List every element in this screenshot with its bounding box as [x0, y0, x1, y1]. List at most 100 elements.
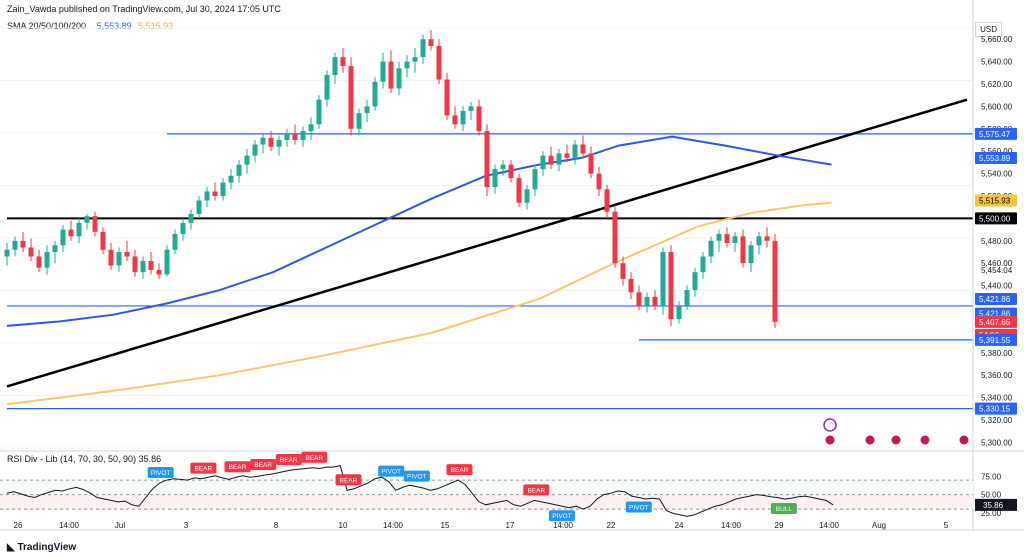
price-tick-label: 5,454.04: [981, 266, 1013, 275]
signal-label: BEAR: [451, 467, 469, 474]
candle-body: [500, 164, 506, 170]
horizontal-levels: [6, 98, 973, 410]
candle-body: [484, 131, 490, 188]
price-badge-label: 5,407.65: [979, 318, 1011, 327]
candle-body: [564, 153, 570, 158]
price-tick-label: 5,560.00: [981, 147, 1013, 156]
price-badges: 5,575.47 5,553.89 5,515.93 5,500.00 5,421.86…: [975, 127, 1017, 415]
candle-body: [164, 249, 170, 275]
time-tick-label: 26: [14, 521, 23, 530]
price-badge: [975, 402, 1017, 415]
candle-body: [604, 189, 610, 212]
price-badge-label: 5,575.47: [979, 130, 1011, 139]
signal-label-box: [335, 474, 362, 486]
candle-body: [284, 133, 290, 140]
flag-icon: [890, 434, 902, 446]
price-badge-label: 5,421.86: [979, 310, 1011, 319]
candle-body: [660, 252, 666, 306]
signal-label-box: [446, 464, 473, 476]
time-tick-label: 3: [184, 521, 189, 530]
price-tick-label: 5,540.00: [981, 170, 1013, 179]
price-tick-label: 5,480.00: [981, 237, 1013, 246]
flag-icon: [919, 434, 931, 446]
candle-body: [252, 144, 258, 156]
candle-body: [404, 61, 410, 69]
candle-body: [276, 140, 282, 147]
candle-body: [292, 133, 298, 140]
price-badge-label: 5,515.93: [979, 197, 1011, 206]
candle-body: [428, 39, 434, 46]
signal-label: PIVOT: [552, 513, 572, 520]
rsi-current: 35.86: [138, 454, 162, 464]
candle-body: [756, 236, 762, 246]
price-badge-label: 5,553.89: [979, 154, 1011, 163]
price-badge: [975, 315, 1017, 328]
candle-body: [684, 290, 690, 306]
candle-body: [540, 155, 546, 170]
price-tick-label: 5,620.00: [981, 80, 1013, 89]
time-tick-label: 10: [339, 521, 348, 530]
time-tick-label: 5: [944, 521, 949, 530]
sma-legend[interactable]: SMA 20/50/100/200 5,553.89 5,515.93: [7, 21, 173, 31]
currency-button[interactable]: USD: [975, 22, 1002, 37]
price-badge: [975, 127, 1017, 140]
rsi-current-badge: [975, 498, 1017, 511]
price-badge-label: 5,391.55: [979, 336, 1011, 345]
signal-label-box: [625, 501, 652, 513]
signal-label-box: [403, 470, 430, 482]
candle-body: [764, 236, 770, 241]
candle-body: [652, 296, 658, 306]
candle-body: [236, 164, 242, 176]
rsi-legend[interactable]: RSI Div - Lib (14, 70, 30, 50, 90) 35.86: [7, 454, 161, 464]
signal-label: BEAR: [527, 487, 545, 494]
price-badge-label: 5,330.15: [979, 405, 1011, 414]
candle-body: [92, 216, 98, 232]
price-badge: [975, 194, 1017, 207]
time-tick-label: Aug: [872, 521, 886, 530]
flag-icon: [824, 434, 836, 446]
brand-name: TradingView: [17, 542, 77, 553]
publisher-info: Zain_Vawda published on TradingView.com,…: [7, 4, 281, 14]
price-tick-label: 5,460.00: [981, 259, 1013, 268]
candle-body: [260, 137, 266, 145]
candle-body: [124, 252, 130, 257]
signal-label: BEAR: [340, 477, 358, 484]
candle-body: [244, 155, 250, 165]
flag-icon: [958, 434, 970, 446]
candle-body: [772, 240, 778, 322]
sma-yellow-line: [6, 201, 832, 406]
candle-body: [444, 79, 450, 116]
candle-body: [372, 81, 378, 107]
candle-body: [348, 66, 354, 129]
candle-body: [524, 189, 530, 203]
candle-body: [156, 269, 162, 275]
rsi-current-badge-label: 35.86: [983, 501, 1004, 510]
candle-body: [620, 263, 626, 279]
signal-label: BEAR: [280, 457, 298, 464]
candle-body: [20, 240, 26, 248]
candle-body: [508, 164, 514, 179]
event-icons: [823, 418, 970, 446]
candle-body: [220, 182, 226, 196]
candle-body: [28, 247, 34, 257]
rsi-tick-label: 75.00: [981, 473, 1002, 482]
candle-body: [668, 252, 674, 320]
rsi-tick-label: 50.00: [981, 491, 1002, 500]
signal-label: PIVOT: [381, 469, 401, 476]
candle-body: [364, 106, 370, 114]
tradingview-logo[interactable]: ◣ TradingView: [7, 542, 76, 553]
sma-blue-line: [6, 135, 832, 327]
signal-label-box: [190, 462, 217, 474]
candle-body: [188, 213, 194, 223]
candle-body: [644, 296, 650, 306]
candle-body: [476, 106, 482, 132]
sma-label: SMA 20/50/100/200: [7, 21, 87, 31]
signal-label-box: [301, 451, 328, 463]
candle-body: [700, 256, 706, 273]
candle-body: [452, 115, 458, 125]
rsi-tick-label: 25.00: [981, 509, 1002, 518]
signal-label-box: [523, 484, 550, 496]
candle-body: [572, 144, 578, 158]
